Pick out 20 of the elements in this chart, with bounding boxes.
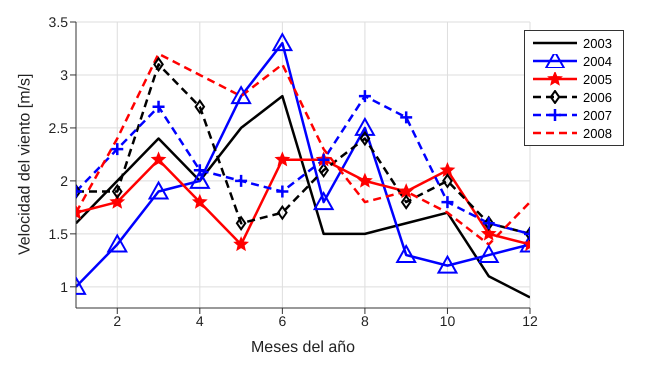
y-axis-title: Velocidad del viento [m/s] bbox=[16, 74, 34, 255]
legend-label: 2008 bbox=[583, 126, 612, 140]
x-tick-label: 12 bbox=[522, 312, 538, 329]
x-tick-label: 2 bbox=[113, 312, 122, 329]
x-axis-title: Meses del año bbox=[250, 339, 356, 356]
y-tick-label: 1 bbox=[60, 278, 68, 295]
legend-label: 2006 bbox=[583, 90, 612, 104]
y-tick-label: 3 bbox=[60, 66, 68, 83]
y-tick-label: 2.5 bbox=[48, 120, 68, 136]
legend-label: 2005 bbox=[583, 72, 612, 86]
x-tick-label: 10 bbox=[440, 312, 456, 329]
legend-label: 2007 bbox=[583, 108, 612, 122]
legend-label: 2004 bbox=[583, 54, 612, 68]
y-tick-label: 1.5 bbox=[48, 226, 68, 242]
y-tick-label: 2 bbox=[60, 172, 68, 189]
legend-label: 2003 bbox=[583, 36, 612, 50]
y-tick-label: 3.5 bbox=[48, 14, 68, 30]
x-tick-label: 4 bbox=[196, 312, 204, 329]
x-tick-label: 6 bbox=[278, 312, 286, 329]
x-tick-label: 8 bbox=[361, 312, 370, 329]
